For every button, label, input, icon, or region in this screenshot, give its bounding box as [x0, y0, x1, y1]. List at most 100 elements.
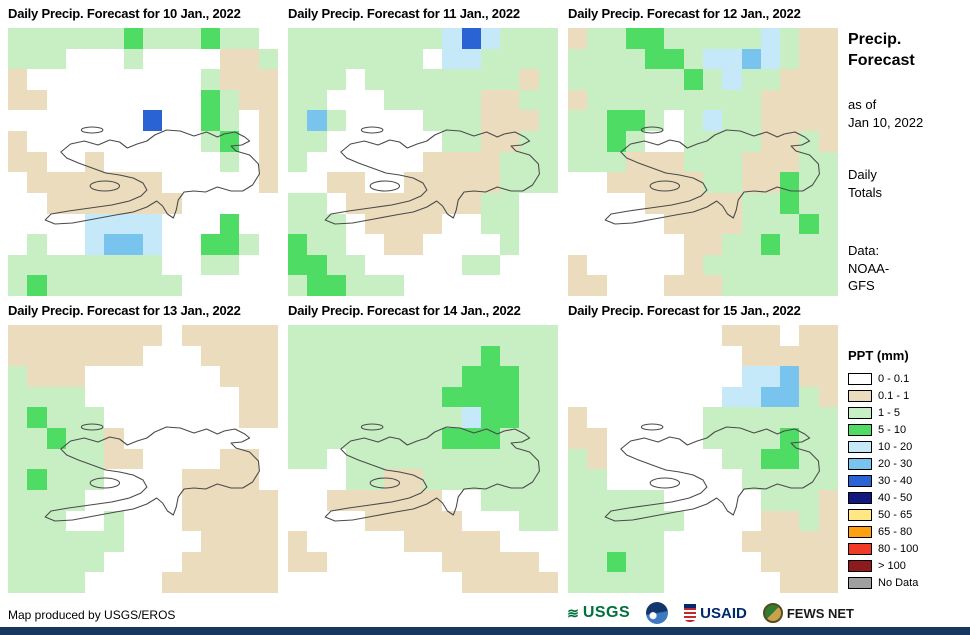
- precip-cell: [345, 510, 366, 532]
- precip-cell: [741, 48, 761, 70]
- precip-cell: [480, 428, 501, 449]
- precip-cell: [664, 110, 684, 132]
- precip-cell: [27, 213, 47, 235]
- precip-cell: [500, 234, 520, 255]
- precip-cell: [818, 572, 838, 593]
- legend-swatch: [848, 576, 872, 589]
- precip-cell: [65, 110, 86, 132]
- precip-cell: [664, 407, 684, 429]
- precip-cell: [625, 275, 646, 296]
- legend-item: 1 - 5: [848, 404, 918, 421]
- precip-cell: [664, 448, 684, 470]
- precip-cell: [65, 551, 86, 573]
- precip-cell: [384, 213, 404, 235]
- precip-cell: [500, 213, 520, 235]
- precip-cell: [587, 551, 607, 573]
- precip-cell: [423, 345, 443, 367]
- precip-cell: [288, 275, 308, 296]
- precip-cell: [423, 489, 443, 511]
- precip-cell: [461, 131, 481, 152]
- precip-cell: [365, 110, 385, 132]
- precip-cell: [519, 551, 539, 573]
- precip-cell: [181, 448, 201, 470]
- precip-cell: [85, 428, 105, 449]
- precip-cell: [538, 69, 558, 90]
- precip-cell: [104, 489, 124, 511]
- precip-cell: [123, 213, 143, 235]
- precip-cell: [8, 192, 28, 214]
- precip-cell: [181, 531, 201, 552]
- precip-cell: [220, 254, 240, 276]
- precip-cell: [818, 551, 838, 573]
- precip-cell: [403, 551, 423, 573]
- precip-cell: [442, 345, 462, 367]
- precip-cell: [780, 407, 800, 429]
- precip-cell: [442, 325, 462, 346]
- precip-cell: [760, 510, 781, 532]
- precip-cell: [461, 172, 481, 193]
- precip-cell: [384, 469, 404, 490]
- precip-cell: [664, 275, 684, 296]
- precip-cell: [664, 531, 684, 552]
- precip-cell: [568, 428, 588, 449]
- precip-cell: [645, 489, 665, 511]
- precip-cell: [799, 213, 819, 235]
- precip-cell: [587, 531, 607, 552]
- precip-cell: [181, 469, 201, 490]
- precip-cell: [46, 345, 66, 367]
- precip-cell: [8, 213, 28, 235]
- precip-cell: [345, 386, 366, 408]
- precip-cell: [606, 28, 626, 49]
- precip-cell: [645, 89, 665, 111]
- legend-swatch: [848, 559, 872, 572]
- precip-cell: [8, 428, 28, 449]
- precip-cell: [587, 448, 607, 470]
- precip-cell: [65, 254, 86, 276]
- precip-cell: [220, 151, 240, 173]
- precip-cell: [288, 151, 308, 173]
- precip-cell: [703, 428, 723, 449]
- precip-cell: [104, 254, 124, 276]
- precip-cell: [85, 151, 105, 173]
- precip-cell: [519, 572, 539, 593]
- precip-cell: [741, 213, 761, 235]
- legend-item: 30 - 40: [848, 472, 918, 489]
- precip-cell: [307, 428, 327, 449]
- precip-cell: [442, 89, 462, 111]
- precip-cell: [741, 131, 761, 152]
- precip-cell: [307, 531, 327, 552]
- precip-cell: [703, 325, 723, 346]
- precip-cell: [664, 213, 684, 235]
- precip-cell: [181, 428, 201, 449]
- precip-cell: [326, 551, 346, 573]
- precip-cell: [664, 325, 684, 346]
- legend-item: 5 - 10: [848, 421, 918, 438]
- precip-cell: [123, 345, 143, 367]
- precip-cell: [818, 48, 838, 70]
- precip-grid: [568, 28, 838, 296]
- precip-cell: [123, 428, 143, 449]
- map-panel-11jan: Daily Precip. Forecast for 11 Jan., 2022: [288, 6, 558, 296]
- precip-cell: [664, 489, 684, 511]
- precip-cell: [239, 407, 259, 429]
- precip-cell: [365, 69, 385, 90]
- precip-cell: [307, 407, 327, 429]
- precip-cell: [538, 110, 558, 132]
- precip-cell: [818, 407, 838, 429]
- precip-cell: [8, 234, 28, 255]
- precip-cell: [538, 428, 558, 449]
- precip-cell: [500, 345, 520, 367]
- precip-cell: [500, 489, 520, 511]
- precip-cell: [818, 213, 838, 235]
- precip-cell: [403, 192, 423, 214]
- precip-cell: [239, 572, 259, 593]
- precip-cell: [8, 28, 28, 49]
- precip-cell: [27, 489, 47, 511]
- precip-cell: [500, 531, 520, 552]
- precip-cell: [703, 254, 723, 276]
- precip-cell: [220, 448, 240, 470]
- precip-cell: [181, 386, 201, 408]
- precip-cell: [220, 325, 240, 346]
- precip-cell: [258, 345, 278, 367]
- precip-cell: [664, 572, 684, 593]
